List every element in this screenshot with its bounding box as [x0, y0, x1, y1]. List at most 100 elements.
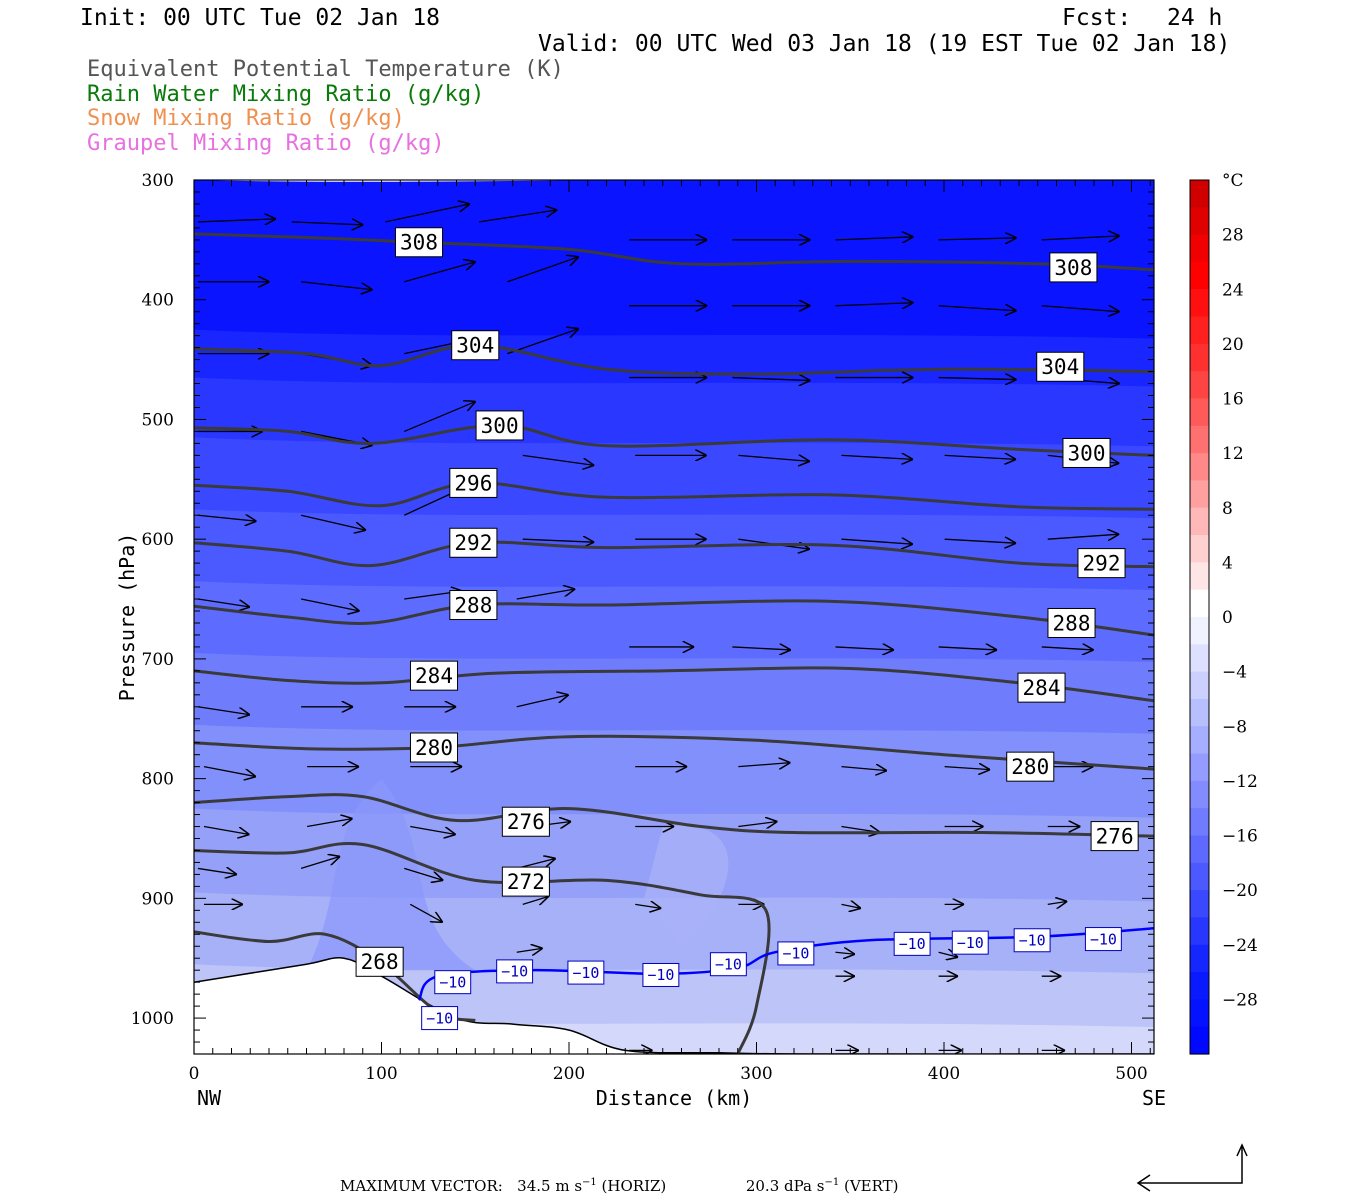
colorbar-tick-label: −4 [1222, 663, 1247, 683]
isotherm-minus10-label-text: −10 [957, 934, 984, 952]
colorbar-segment [1190, 753, 1209, 782]
wind-vector [404, 262, 476, 283]
isotherm-minus10-label-text: −10 [439, 973, 466, 991]
wind-vector [197, 598, 250, 607]
wind-vector [1047, 901, 1068, 904]
theta-e-label-280-box [409, 732, 459, 763]
wind-vector [732, 647, 791, 650]
colorbar-segment [1190, 535, 1209, 563]
colorbar-tick-label: 20 [1222, 335, 1244, 355]
theta-e-label-268-box [355, 946, 404, 977]
colorbar-segment [1190, 726, 1209, 755]
y-tick-label: 1000 [131, 1009, 174, 1029]
wind-vector [835, 237, 914, 240]
wind-vector [944, 767, 991, 770]
legend-theta-e: Equivalent Potential Temperature (K) [87, 57, 564, 82]
theta-e-contour-296 [194, 481, 1154, 511]
colorbar-segment [1190, 972, 1209, 1000]
x-tick-label: 500 [1115, 1064, 1147, 1084]
colorbar-segment [1190, 507, 1209, 536]
wind-vector [385, 204, 471, 223]
wind-vector [197, 868, 237, 874]
theta-e-label-272-text: 272 [507, 870, 545, 894]
x-axis-title: Distance (km) [596, 1086, 753, 1110]
x-tick-label: 200 [553, 1064, 585, 1084]
wind-vector [1041, 236, 1120, 240]
theta-e-contour-284 [194, 666, 1154, 703]
theta-e-label-276-text: 276 [1096, 824, 1134, 848]
wind-vector [738, 763, 790, 767]
theta-e-label-280-box [1006, 751, 1055, 782]
max-vector-vert: 20.3 dPa s [745, 1177, 825, 1195]
theta-e-label-284-box [409, 660, 459, 691]
isotherm-minus10-label-text: −10 [1019, 932, 1046, 950]
isotherm-minus10-label: −10 [496, 959, 534, 984]
colorbar-segment [1190, 890, 1209, 919]
isotherm-minus10-label: −10 [1084, 927, 1122, 952]
colorbar-segment [1190, 261, 1209, 290]
theta-e-label-292: 292 [449, 527, 498, 558]
max-vector-horiz-exponent: −1 [582, 1177, 597, 1188]
colorbar-tick-label: 16 [1222, 390, 1244, 410]
isotherm-minus10-label: −10 [642, 962, 680, 987]
isotherm-minus10-label-text: −10 [426, 1009, 453, 1027]
colorbar-segment [1190, 453, 1209, 482]
x-tick-label: 300 [740, 1064, 772, 1084]
max-vector-horiz: 34.5 m s [517, 1177, 583, 1195]
wind-vector [301, 281, 373, 290]
y-tick-label: 400 [142, 291, 174, 311]
theta-e-label-308: 308 [394, 227, 444, 258]
theta-e-label-280-text: 280 [1011, 755, 1049, 779]
legend-rain: Rain Water Mixing Ratio (g/kg) [87, 82, 485, 107]
theta-e-label-292-box [1077, 548, 1126, 579]
colorbar-tick-label: 24 [1222, 280, 1244, 300]
colorbar-tick-label: −12 [1222, 772, 1258, 792]
valid-time: Valid: 00 UTC Wed 03 Jan 18 (19 EST Tue … [538, 31, 1231, 57]
wind-vector [516, 589, 576, 600]
wind-vector [738, 822, 777, 827]
wind-vector [516, 695, 569, 708]
wind-vector [522, 454, 595, 465]
wind-vector [938, 306, 1017, 311]
isotherm-minus10-label-box [1084, 927, 1122, 952]
colorbar-tick-label: 4 [1222, 553, 1233, 573]
theta-e-contour-276 [194, 793, 1154, 838]
isotherm-minus10-label-box [642, 962, 680, 987]
theta-e-label-308-box [1049, 252, 1098, 283]
theta-e-label-288-box [1047, 607, 1096, 638]
theta-e-label-272: 272 [501, 866, 550, 897]
wind-vector [197, 706, 250, 715]
colorbar-segment [1190, 1026, 1209, 1055]
colorbar-segment [1190, 371, 1209, 400]
colorbar-segment [1190, 835, 1209, 864]
isotherm-minus10-label: −10 [893, 931, 931, 956]
x-axis-nw-label: NW [197, 1086, 222, 1110]
y-tick-label: 700 [142, 650, 174, 670]
colorbar-segment [1190, 617, 1209, 645]
wind-vector [203, 766, 256, 777]
isotherm-minus10-label: −10 [951, 930, 989, 955]
isotherm-minus10-label: −10 [777, 941, 815, 966]
reference-vector-icon [1136, 1143, 1248, 1192]
colorbar-tick-label: −24 [1222, 936, 1258, 956]
y-tick-label: 600 [142, 530, 174, 550]
isotherm-minus10-label: −10 [567, 960, 605, 985]
colorbar-tick-label: 28 [1222, 226, 1244, 246]
wind-vector [635, 904, 661, 908]
x-tick-label: 0 [189, 1064, 200, 1084]
theta-e-label-308-text: 308 [1054, 256, 1092, 280]
theta-e-label-308-text: 308 [400, 231, 438, 255]
theta-e-contour-292 [194, 540, 1154, 569]
theta-e-label-268-text: 268 [361, 950, 399, 974]
theta-e-label-300-text: 300 [481, 414, 519, 438]
theta-e-label-304: 304 [1036, 351, 1085, 382]
theta-e-label-300-box [1062, 437, 1111, 468]
colorbar-segment [1190, 480, 1209, 509]
wind-vector [197, 219, 276, 222]
colorbar-segment [1190, 917, 1209, 946]
colorbar-segment [1190, 999, 1209, 1028]
theta-e-label-292-text: 292 [454, 531, 492, 555]
colorbar-tick-label: 12 [1222, 444, 1244, 464]
y-tick-label: 800 [142, 770, 174, 790]
wind-vector [409, 903, 443, 922]
